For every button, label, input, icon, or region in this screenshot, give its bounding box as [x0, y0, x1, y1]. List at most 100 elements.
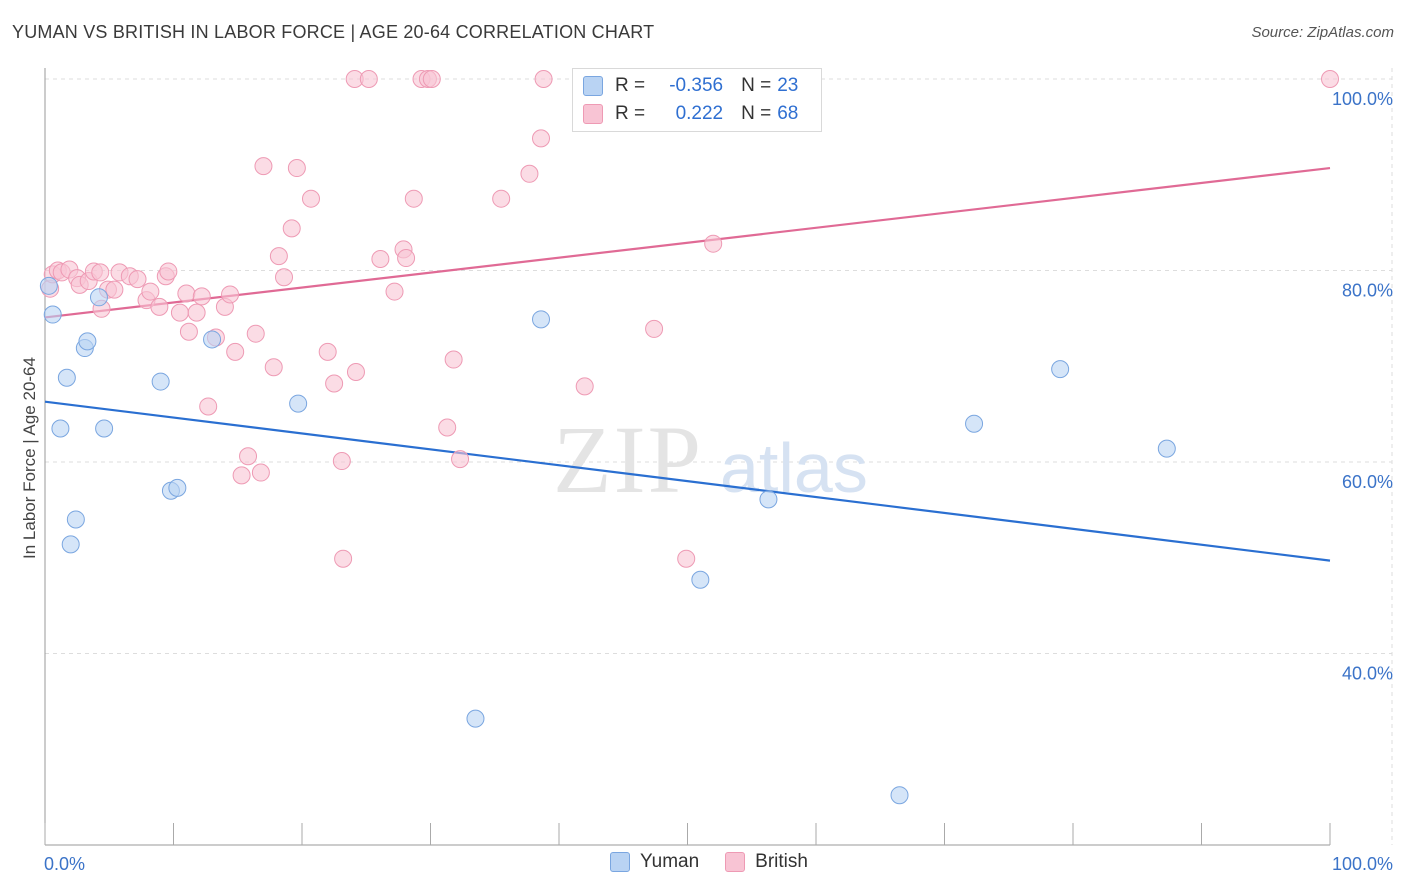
legend-yuman-label: Yuman — [640, 851, 700, 872]
data-points — [39, 70, 1339, 805]
yuman-point — [66, 510, 85, 529]
british-point — [239, 447, 258, 466]
legend-item-yuman: Yuman — [610, 851, 699, 873]
british-point — [282, 219, 301, 238]
british-trend-line — [44, 166, 1331, 319]
legend-row-british: R = 0.222 N = 68 — [583, 101, 798, 127]
british-point — [301, 189, 320, 208]
british-point — [677, 549, 696, 568]
legend-british-label: British — [755, 851, 808, 872]
british-point — [451, 450, 470, 469]
british-point — [371, 250, 390, 269]
r-value: -0.356 — [669, 75, 724, 96]
source-label: Source: ZipAtlas.com — [1251, 24, 1394, 41]
y-tick-label: 60.0% — [1342, 472, 1393, 492]
british-point — [159, 262, 178, 281]
british-point — [170, 303, 189, 322]
british-point — [179, 322, 198, 341]
yuman-point — [965, 414, 984, 433]
yuman-point — [759, 490, 778, 509]
tick-labels: 40.0% 60.0% 80.0% 100.0% 0.0% 100.0% — [44, 89, 1393, 874]
british-point — [422, 70, 441, 88]
yuman-point — [1051, 360, 1070, 379]
british-point — [128, 270, 147, 289]
yuman-point — [61, 535, 80, 554]
axes — [44, 68, 1331, 846]
british-point — [275, 268, 294, 287]
british-point — [645, 319, 664, 338]
yuman-point — [890, 786, 909, 805]
british-point — [359, 70, 378, 88]
british-point — [150, 297, 169, 316]
british-point — [232, 466, 251, 485]
yuman-point — [289, 394, 308, 413]
british-point — [141, 282, 160, 301]
british-point — [251, 463, 270, 482]
british-point — [520, 164, 539, 183]
british-point — [444, 350, 463, 369]
british-point — [264, 358, 283, 377]
y-axis-label: In Labor Force | Age 20-64 — [20, 357, 39, 559]
r-label: R = — [615, 75, 646, 96]
yuman-point — [39, 276, 58, 295]
british-point — [269, 247, 288, 266]
british-point — [246, 324, 265, 343]
yuman-point — [57, 368, 76, 387]
trend-lines — [44, 166, 1331, 562]
stats-legend: R = -0.356 N = 23 R = 0.222 N = 68 — [572, 68, 822, 132]
british-point — [105, 280, 124, 299]
legend-item-british: British — [725, 851, 808, 873]
british-point — [404, 189, 423, 208]
yuman-swatch — [583, 76, 603, 96]
x-tick-label: 100.0% — [1332, 854, 1393, 874]
british-point — [332, 452, 351, 471]
british-point — [221, 285, 240, 304]
yuman-point — [466, 709, 485, 728]
british-point — [192, 287, 211, 306]
british-point — [187, 303, 206, 322]
y-tick-label: 80.0% — [1342, 281, 1393, 301]
yuman-point — [532, 310, 551, 329]
british-point — [385, 282, 404, 301]
british-point — [226, 342, 245, 361]
british-point — [199, 397, 218, 416]
british-point — [575, 377, 594, 396]
british-point — [532, 129, 551, 148]
british-point — [287, 159, 306, 178]
british-point — [346, 362, 365, 381]
x-tick-label: 0.0% — [44, 854, 85, 874]
british-point — [334, 549, 353, 568]
series-legend: Yuman British — [610, 851, 834, 873]
chart-title: YUMAN VS BRITISH IN LABOR FORCE | AGE 20… — [12, 22, 655, 42]
yuman-point — [51, 419, 70, 438]
r-value: 0.222 — [675, 103, 724, 124]
british-point — [1321, 70, 1339, 88]
yuman-point — [203, 330, 222, 349]
british-point — [492, 189, 511, 208]
british-point — [318, 342, 337, 361]
y-tick-label: 100.0% — [1332, 89, 1393, 109]
watermark-zip: ZIP — [553, 406, 703, 513]
grid-lines — [45, 68, 1393, 845]
n-label: N = — [741, 103, 772, 124]
yuman-trend-line — [44, 400, 1331, 562]
british-point — [91, 263, 110, 282]
british-point — [438, 418, 457, 437]
british-swatch — [583, 104, 603, 124]
yuman-point — [691, 570, 710, 589]
yuman-point — [151, 372, 170, 391]
british-point — [254, 157, 273, 176]
british-point — [534, 70, 553, 88]
yuman-point — [1157, 439, 1176, 458]
r-label: R = — [615, 103, 646, 124]
yuman-point — [168, 478, 187, 497]
yuman-point — [43, 305, 62, 324]
y-tick-label: 40.0% — [1342, 664, 1393, 684]
british-swatch — [725, 852, 746, 872]
yuman-swatch — [610, 852, 630, 872]
n-value: 68 — [777, 103, 799, 124]
british-point — [704, 234, 723, 253]
yuman-point — [78, 332, 97, 351]
yuman-point — [89, 288, 108, 307]
